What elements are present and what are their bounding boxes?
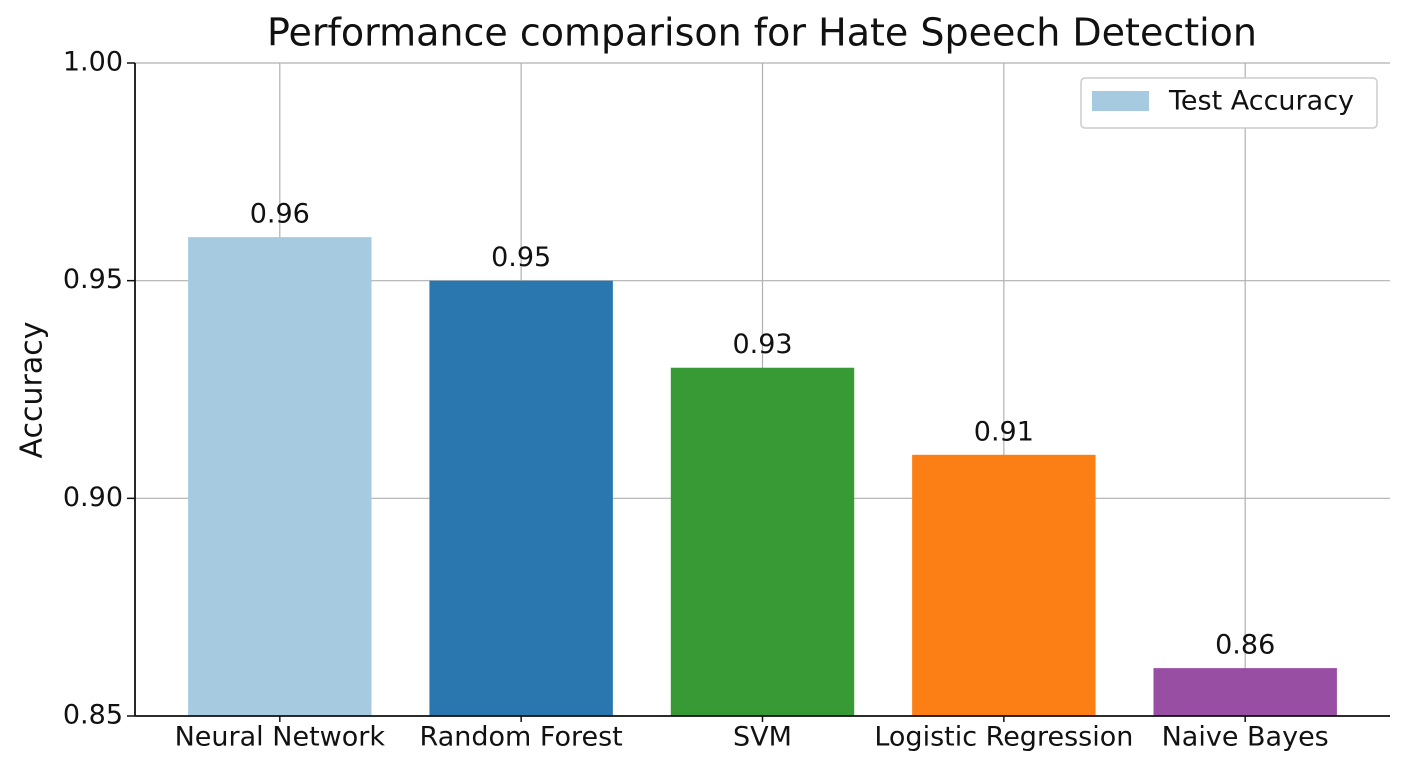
y-tick-label: 0.85 — [63, 700, 123, 731]
x-tick-label: SVM — [733, 722, 792, 753]
x-tick-label: Logistic Regression — [874, 722, 1133, 753]
y-tick-label: 0.90 — [63, 482, 123, 513]
bar — [1153, 668, 1337, 716]
y-tick-label: 0.95 — [63, 264, 123, 295]
x-tick-label: Neural Network — [175, 722, 386, 753]
x-tick-label: Naive Bayes — [1162, 722, 1329, 753]
chart-title: Performance comparison for Hate Speech D… — [267, 11, 1257, 55]
bar — [912, 454, 1096, 716]
legend-label: Test Accuracy — [1168, 86, 1354, 117]
value-label: 0.93 — [732, 329, 792, 360]
bar — [429, 280, 613, 716]
value-label: 0.91 — [974, 416, 1034, 447]
legend-box — [1080, 77, 1378, 129]
legend-swatch — [1092, 91, 1149, 111]
value-label: 0.95 — [491, 242, 551, 273]
y-axis-label: Accuracy — [15, 322, 50, 459]
value-label: 0.96 — [250, 199, 310, 230]
value-label: 0.86 — [1215, 630, 1275, 661]
y-tick-label: 1.00 — [63, 47, 123, 78]
bar — [670, 367, 855, 716]
x-tick-label: Random Forest — [420, 722, 623, 753]
bar — [188, 237, 372, 716]
